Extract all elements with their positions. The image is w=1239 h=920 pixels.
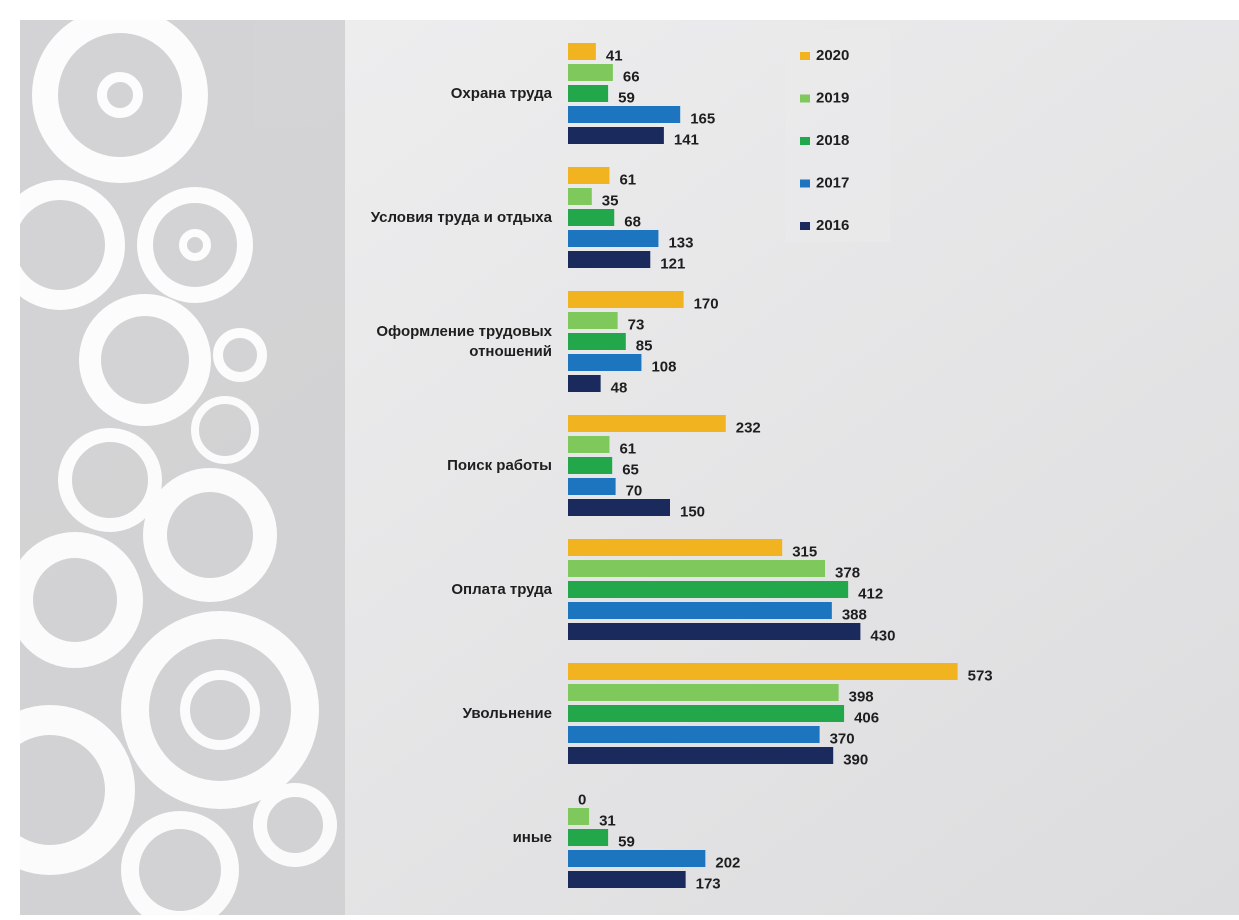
value-label: 150: [680, 503, 705, 520]
value-label: 370: [830, 730, 855, 747]
bar: [568, 85, 609, 102]
bar: [568, 436, 610, 453]
value-label: 35: [602, 192, 619, 209]
bar: [568, 457, 613, 474]
bar: [568, 684, 839, 701]
bar: [568, 871, 686, 888]
value-label: 61: [619, 440, 636, 457]
value-label: 48: [611, 379, 628, 396]
category-label: Увольнение: [462, 704, 552, 722]
value-label: 31: [599, 812, 616, 829]
bar: [568, 333, 626, 350]
bar: [568, 581, 849, 598]
value-label: 85: [636, 337, 653, 354]
bar: [568, 705, 845, 722]
bar: [568, 808, 590, 825]
category-label: Поиск работы: [447, 456, 552, 474]
bar: [568, 64, 613, 81]
category-label: Условия труда и отдыха: [370, 208, 552, 226]
bar: [568, 539, 783, 556]
bar: [568, 312, 618, 329]
category-label: Оплата труда: [451, 580, 552, 598]
category-label: Оформление трудовых отношений: [376, 322, 552, 360]
value-label: 406: [854, 709, 879, 726]
legend-swatch: [800, 179, 810, 188]
bar: [568, 188, 592, 205]
value-label: 398: [849, 688, 874, 705]
legend-label: 2016: [816, 217, 849, 234]
legend-label: 2019: [816, 89, 849, 106]
gear-decoration: [0, 7, 345, 920]
value-label: 66: [623, 68, 640, 85]
value-label: 59: [618, 89, 635, 106]
bar: [568, 726, 820, 743]
bar: [568, 251, 651, 268]
legend-swatch: [800, 222, 810, 230]
bar: [568, 747, 834, 764]
bar: [568, 602, 832, 619]
value-label: 141: [674, 131, 699, 148]
bar: [568, 850, 706, 867]
bar: [568, 499, 670, 516]
legend-label: 2018: [816, 132, 849, 149]
value-label: 59: [618, 833, 635, 850]
bar: [568, 478, 616, 495]
value-label: 315: [792, 543, 817, 560]
value-label: 121: [660, 255, 685, 272]
value-label: 61: [619, 171, 636, 188]
bar: [568, 167, 610, 184]
legend-swatch: [800, 52, 810, 60]
value-label: 165: [690, 110, 715, 127]
value-label: 70: [626, 482, 643, 499]
bar: [568, 291, 684, 308]
legend-swatch: [800, 94, 810, 103]
category-label: Охрана труда: [450, 84, 552, 102]
value-label: 65: [622, 461, 639, 478]
value-label: 41: [606, 47, 623, 64]
value-label: 202: [715, 854, 740, 871]
value-label: 430: [870, 627, 895, 644]
value-label: 73: [628, 316, 645, 333]
value-label: 173: [696, 875, 721, 892]
bar: [568, 375, 601, 392]
legend-label: 2017: [816, 174, 849, 191]
bar: [568, 230, 659, 247]
value-label: 390: [843, 751, 868, 768]
category-label: иные: [512, 828, 552, 846]
bar: [568, 127, 664, 144]
value-label: 68: [624, 213, 641, 230]
legend-box: [785, 30, 890, 242]
bar: [568, 43, 596, 60]
bar: [568, 415, 726, 432]
bar: [568, 663, 958, 680]
value-label: 232: [736, 419, 761, 436]
legend-swatch: [800, 137, 810, 145]
value-label: 573: [968, 667, 993, 684]
value-label: 170: [694, 295, 719, 312]
legend-label: 2020: [816, 47, 849, 64]
value-label: 0: [578, 791, 586, 808]
bar: [568, 209, 615, 226]
bar: [568, 829, 609, 846]
bar: [568, 354, 642, 371]
value-label: 108: [651, 358, 676, 375]
value-label: 378: [835, 564, 860, 581]
value-label: 133: [668, 234, 693, 251]
bar: [568, 560, 826, 577]
value-label: 412: [858, 585, 883, 602]
value-label: 388: [842, 606, 867, 623]
bar: [568, 106, 681, 123]
bar: [568, 623, 861, 640]
